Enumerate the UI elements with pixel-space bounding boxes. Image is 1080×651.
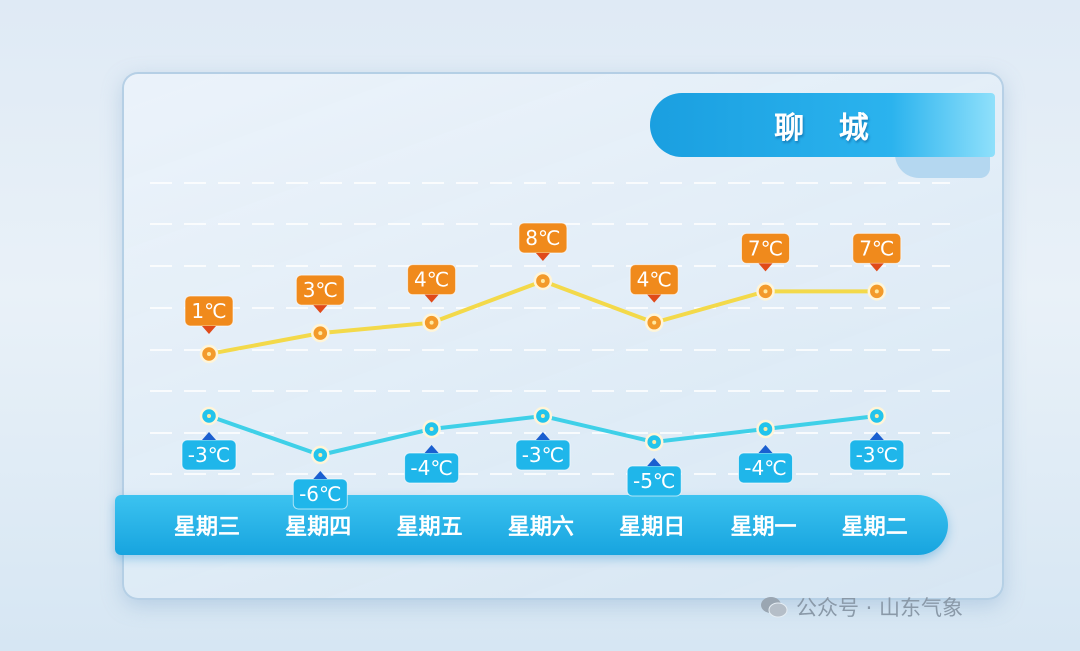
label-pointer: [424, 445, 439, 453]
label-pointer: [313, 471, 328, 479]
low-point-dot: [652, 440, 657, 444]
day-label: 星期六: [508, 515, 574, 540]
low-point-dot: [874, 414, 879, 418]
day-label: 星期一: [730, 515, 796, 540]
low-temp-label: -3℃: [188, 443, 230, 467]
low-temp-label: -4℃: [410, 456, 452, 480]
day-label: 星期二: [842, 515, 908, 540]
city-title-banner: 聊 城: [650, 93, 995, 157]
high-point-dot: [429, 320, 434, 325]
day-label: 星期三: [174, 515, 240, 540]
high-point-dot: [318, 331, 323, 336]
low-temp-label: -3℃: [856, 443, 898, 467]
label-pointer: [535, 252, 550, 261]
low-point-dot: [540, 414, 545, 418]
high-temp-label: 1℃: [191, 299, 226, 323]
label-pointer: [202, 325, 216, 334]
low-point-dot: [429, 427, 434, 431]
label-pointer: [313, 305, 328, 314]
label-pointer: [758, 263, 773, 272]
watermark: 公众号 · 山东气象: [760, 592, 963, 622]
wechat-icon: [761, 597, 788, 618]
watermark-text: 公众号 · 山东气象: [796, 596, 964, 620]
low-point-dot: [318, 453, 323, 457]
day-label: 星期四: [285, 515, 351, 540]
day-band: [115, 495, 948, 555]
label-pointer: [647, 294, 662, 303]
label-pointer: [424, 294, 439, 303]
high-temp-label: 4℃: [414, 268, 449, 292]
low-temp-label: -4℃: [744, 456, 786, 480]
high-point-dot: [763, 289, 768, 294]
label-pointer: [869, 432, 884, 440]
high-temp-label: 4℃: [637, 268, 672, 292]
high-temp-label: 3℃: [303, 278, 338, 302]
high-point-dot: [874, 289, 879, 294]
low-temp-label: -5℃: [633, 469, 675, 493]
label-pointer: [869, 263, 884, 272]
high-temp-label: 7℃: [748, 236, 783, 260]
day-label: 星期日: [619, 515, 685, 540]
low-temp-label: -3℃: [522, 443, 564, 467]
label-pointer: [758, 445, 773, 453]
city-title: 聊 城: [774, 111, 881, 146]
high-temp-label: 7℃: [859, 236, 894, 260]
high-temp-label: 8℃: [525, 226, 560, 250]
label-pointer: [535, 432, 550, 440]
label-pointer: [647, 458, 662, 466]
high-point-dot: [207, 351, 211, 356]
high-point-dot: [652, 320, 657, 325]
low-temp-label: -6℃: [299, 482, 341, 506]
low-point-dot: [763, 427, 768, 431]
label-pointer: [202, 432, 216, 440]
low-point-dot: [207, 414, 211, 418]
high-point-dot: [540, 278, 545, 283]
day-label: 星期五: [397, 515, 463, 540]
